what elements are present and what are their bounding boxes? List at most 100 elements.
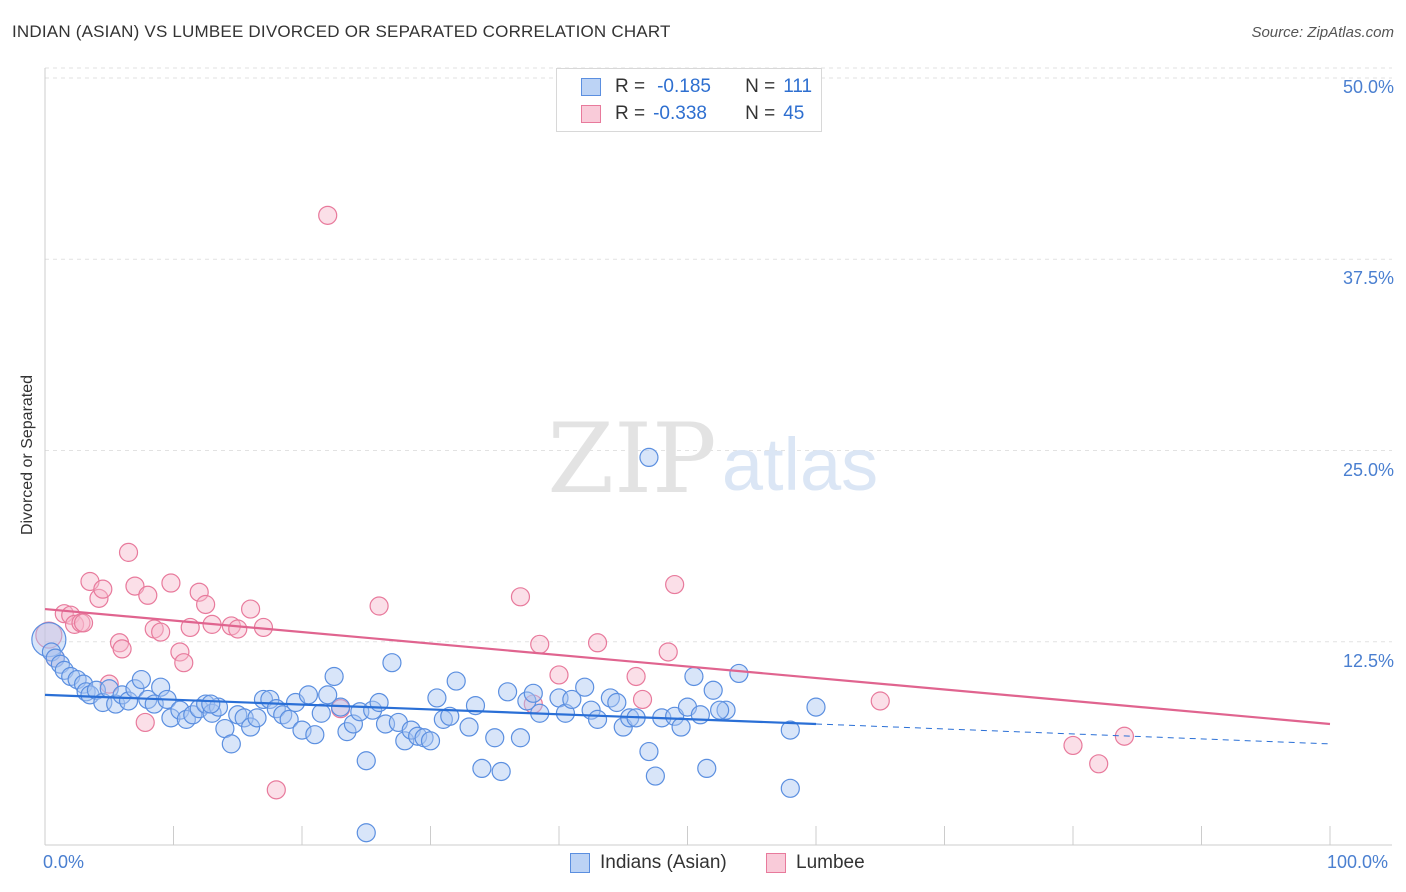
- indians-point: [221, 734, 241, 754]
- watermark-atlas: atlas: [722, 423, 878, 506]
- lumbee-point: [266, 780, 286, 800]
- indians-point: [710, 700, 730, 720]
- legend-r-label: R =: [615, 76, 646, 97]
- lumbee-point: [196, 594, 216, 615]
- lumbee-point: [170, 642, 190, 662]
- lumbee-point: [174, 653, 194, 673]
- indians-point: [382, 653, 402, 673]
- chart-title: INDIAN (ASIAN) VS LUMBEE DIVORCED OR SEP…: [12, 22, 671, 41]
- indians-point: [459, 717, 479, 737]
- lumbee-point: [587, 633, 608, 653]
- indians-point: [587, 709, 608, 729]
- watermark-zip: ZIP: [547, 403, 716, 515]
- indians-point: [684, 666, 704, 687]
- indians-point: [31, 622, 67, 658]
- indians-point: [298, 685, 319, 705]
- indians-point: [356, 823, 376, 843]
- indians-point: [671, 717, 691, 737]
- indians-point: [369, 692, 389, 713]
- indians-point: [472, 758, 492, 779]
- indians-point: [324, 666, 344, 687]
- legend-item-lumbee: Lumbee: [766, 852, 865, 874]
- series-legend: Indians (Asian) Lumbee: [0, 852, 1406, 878]
- lumbee-point: [135, 712, 155, 733]
- legend-row-lumbee: R = -0.338 N = 45: [581, 102, 804, 126]
- legend-swatch-blue: [570, 853, 590, 873]
- legend-n-label: N =: [745, 103, 776, 124]
- legend-swatch-pink: [581, 105, 601, 123]
- indians-point: [639, 741, 659, 762]
- legend-r-label: R =: [615, 103, 646, 124]
- source-label: Source: ZipAtlas.com: [1251, 24, 1394, 41]
- indians-point: [575, 677, 595, 697]
- lumbee-point: [626, 666, 646, 687]
- indians-point: [356, 751, 376, 771]
- indians-point: [491, 761, 511, 782]
- y-tick-label: 50.0%: [1342, 77, 1394, 97]
- indians-point: [446, 671, 466, 691]
- legend-n-value: 111: [783, 76, 813, 97]
- indians-point: [151, 677, 171, 697]
- indians-trend-line: [44, 693, 817, 726]
- lumbee-point: [93, 579, 113, 599]
- y-tick-label: 12.5%: [1342, 650, 1394, 671]
- indians-point: [292, 720, 312, 740]
- lumbee-point: [658, 642, 678, 662]
- correlation-legend: R = -0.185 N = 111 R = -0.338 N = 45: [556, 68, 822, 132]
- lumbee-point: [870, 691, 890, 711]
- legend-r-value: -0.185: [657, 76, 711, 97]
- lumbee-point: [665, 574, 685, 595]
- x-tick-label-min: 0.0%: [43, 852, 85, 872]
- indians-point: [305, 725, 325, 745]
- legend-label-lumbee: Lumbee: [796, 852, 865, 873]
- indians-point: [517, 691, 537, 711]
- legend-label-indians: Indians (Asian): [600, 852, 727, 873]
- indians-point: [363, 700, 383, 720]
- x-tick-label-max: 100.0%: [1327, 852, 1389, 872]
- indians-point: [427, 688, 447, 708]
- indians-point: [690, 705, 710, 725]
- indians-point: [279, 709, 299, 729]
- lumbee-point: [510, 587, 531, 607]
- indians-point: [408, 726, 428, 746]
- indians-point: [780, 778, 800, 798]
- legend-n-value: 45: [783, 103, 805, 124]
- legend-swatch-pink: [766, 853, 786, 873]
- lumbee-point: [632, 689, 653, 710]
- indians-point: [337, 722, 357, 742]
- indians-point: [806, 697, 826, 717]
- watermark: ZIP atlas: [547, 403, 878, 515]
- indians-point: [311, 703, 331, 723]
- legend-n-label: N =: [745, 76, 776, 97]
- lumbee-point: [118, 542, 139, 562]
- legend-swatch-blue: [581, 78, 601, 96]
- indians-point: [703, 680, 723, 700]
- indians-point: [498, 682, 518, 702]
- indians-trend-extrapolation: [815, 723, 1331, 745]
- indians-point: [510, 728, 531, 748]
- indians-point: [440, 706, 460, 726]
- indians-point: [318, 685, 338, 705]
- lumbee-point: [318, 205, 338, 225]
- lumbee-point: [151, 622, 171, 642]
- indians-point: [201, 694, 221, 714]
- lumbee-point: [1089, 754, 1109, 774]
- lumbee-point: [161, 573, 181, 593]
- indians-point: [485, 728, 505, 748]
- indians-point: [607, 692, 627, 713]
- indians-point: [420, 731, 441, 751]
- indians-point: [131, 669, 151, 690]
- lumbee-point: [241, 599, 261, 619]
- lumbee-point: [189, 582, 209, 602]
- indians-point: [716, 700, 736, 720]
- y-tick-label: 37.5%: [1342, 268, 1394, 289]
- indians-point: [645, 766, 665, 786]
- indians-point: [729, 663, 749, 684]
- indians-point: [395, 731, 415, 751]
- lumbee-point: [549, 665, 569, 685]
- lumbee-trend-line: [44, 607, 1331, 726]
- indians-point: [343, 714, 363, 734]
- lumbee-point: [73, 613, 94, 633]
- indians-point: [247, 708, 267, 728]
